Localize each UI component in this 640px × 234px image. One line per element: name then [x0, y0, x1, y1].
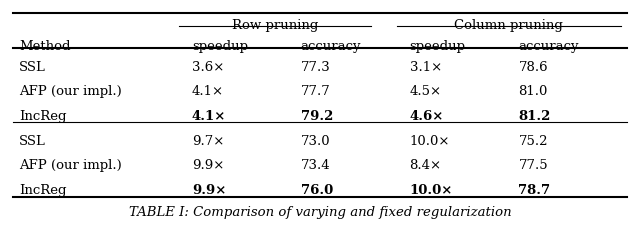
Text: 10.0×: 10.0×	[410, 184, 453, 197]
Text: 4.5×: 4.5×	[410, 85, 442, 99]
Text: 81.2: 81.2	[518, 110, 551, 123]
Text: 78.7: 78.7	[518, 184, 550, 197]
Text: 77.5: 77.5	[518, 159, 548, 172]
Text: Column pruning: Column pruning	[454, 19, 563, 32]
Text: speedup: speedup	[192, 40, 248, 53]
Text: accuracy: accuracy	[301, 40, 362, 53]
Text: 8.4×: 8.4×	[410, 159, 442, 172]
Text: 81.0: 81.0	[518, 85, 548, 99]
Text: 3.6×: 3.6×	[192, 61, 225, 74]
Text: IncReg: IncReg	[19, 184, 67, 197]
Text: IncReg: IncReg	[19, 110, 67, 123]
Text: 10.0×: 10.0×	[410, 135, 450, 148]
Text: accuracy: accuracy	[518, 40, 579, 53]
Text: AFP (our impl.): AFP (our impl.)	[19, 85, 122, 99]
Text: 79.2: 79.2	[301, 110, 333, 123]
Text: 75.2: 75.2	[518, 135, 548, 148]
Text: 4.1×: 4.1×	[192, 110, 227, 123]
Text: SSL: SSL	[19, 61, 46, 74]
Text: SSL: SSL	[19, 135, 46, 148]
Text: 78.6: 78.6	[518, 61, 548, 74]
Text: 3.1×: 3.1×	[410, 61, 442, 74]
Text: speedup: speedup	[410, 40, 466, 53]
Text: 73.0: 73.0	[301, 135, 330, 148]
Text: 77.3: 77.3	[301, 61, 330, 74]
Text: 9.9×: 9.9×	[192, 184, 227, 197]
Text: 73.4: 73.4	[301, 159, 330, 172]
Text: TABLE I: Comparison of varying and fixed regularization: TABLE I: Comparison of varying and fixed…	[129, 206, 511, 219]
Text: 4.6×: 4.6×	[410, 110, 444, 123]
Text: 76.0: 76.0	[301, 184, 333, 197]
Text: 9.7×: 9.7×	[192, 135, 225, 148]
Text: Method: Method	[19, 40, 70, 53]
Text: Row pruning: Row pruning	[232, 19, 318, 32]
Text: 4.1×: 4.1×	[192, 85, 224, 99]
Text: 77.7: 77.7	[301, 85, 330, 99]
Text: 9.9×: 9.9×	[192, 159, 225, 172]
Text: AFP (our impl.): AFP (our impl.)	[19, 159, 122, 172]
